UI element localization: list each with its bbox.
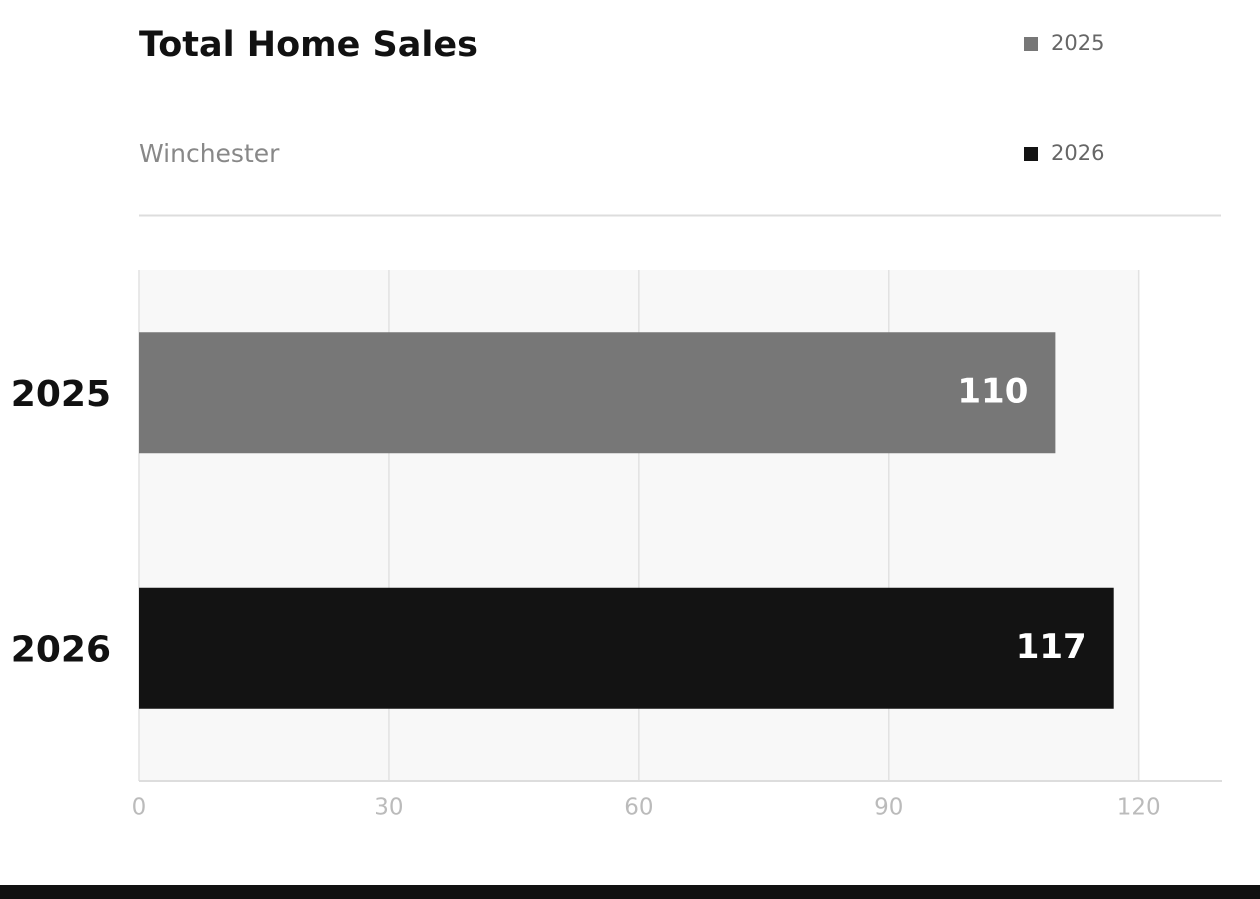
x-tick-label: 30 bbox=[374, 795, 403, 821]
legend-swatch bbox=[1024, 147, 1038, 161]
x-tick-label: 120 bbox=[1117, 795, 1161, 821]
y-tick-label: 2025 bbox=[11, 374, 111, 415]
legend-swatch bbox=[1024, 37, 1038, 51]
legend-label: 2025 bbox=[1051, 31, 1104, 55]
x-tick-label: 90 bbox=[874, 795, 903, 821]
chart-subtitle: Winchester bbox=[139, 139, 280, 168]
x-tick-label: 60 bbox=[624, 795, 653, 821]
y-tick-label: 2026 bbox=[11, 629, 111, 670]
bar bbox=[139, 587, 1114, 709]
value-label: 117 bbox=[1016, 627, 1087, 667]
chart-title: Total Home Sales bbox=[139, 25, 478, 65]
bar bbox=[139, 332, 1056, 454]
value-label: 110 bbox=[957, 371, 1028, 411]
footer-bar bbox=[0, 885, 1260, 899]
legend-label: 2026 bbox=[1051, 141, 1104, 165]
x-tick-label: 0 bbox=[132, 795, 147, 821]
